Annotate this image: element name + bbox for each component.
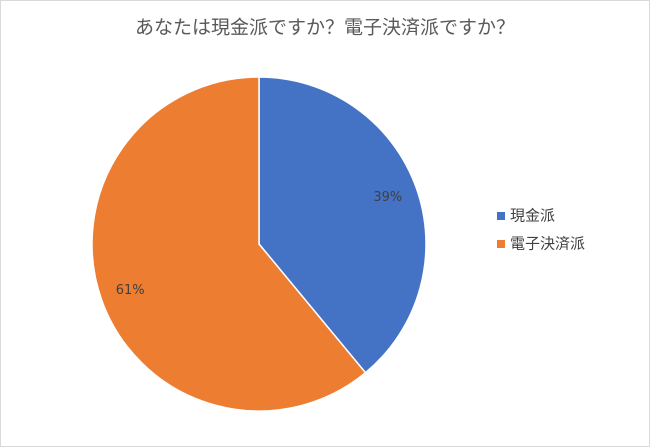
legend-label: 現金派	[510, 207, 555, 225]
data-label: 61%	[116, 283, 145, 298]
pie-slice	[258, 76, 427, 374]
pie-slice	[91, 76, 367, 412]
legend-label: 電子決済派	[510, 235, 585, 253]
data-label: 39%	[373, 190, 402, 205]
chart-title: あなたは現金派ですか？電子決済派ですか？	[135, 17, 515, 39]
legend-swatch	[497, 212, 505, 220]
legend-swatch	[497, 240, 505, 248]
